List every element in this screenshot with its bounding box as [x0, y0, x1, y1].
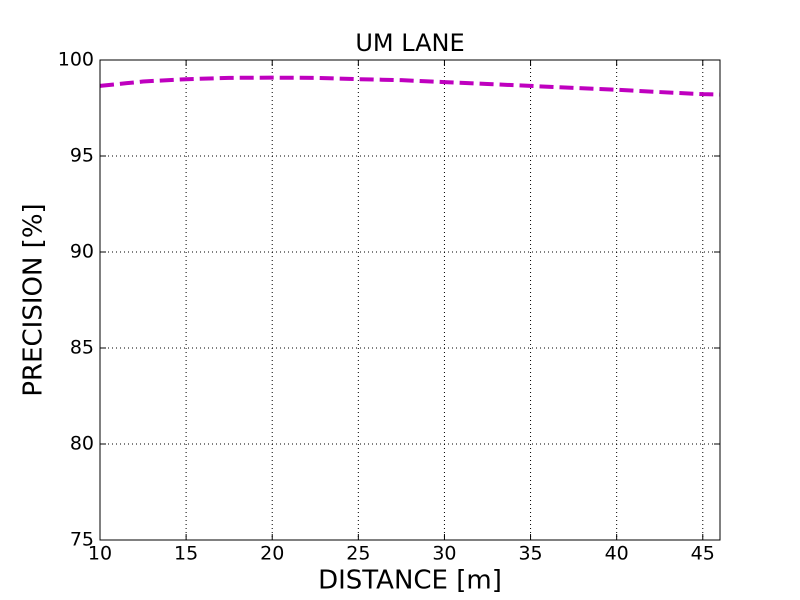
chart-title: UM LANE: [355, 29, 464, 57]
y-tick-label: 80: [70, 433, 94, 455]
y-tick-label: 85: [70, 337, 94, 359]
x-axis-label: DISTANCE [m]: [318, 566, 502, 596]
x-tick-label: 40: [605, 543, 629, 565]
x-tick-label: 25: [346, 543, 370, 565]
x-tick-label: 30: [432, 543, 456, 565]
x-tick-label: 10: [88, 543, 112, 565]
x-tick-label: 45: [691, 543, 715, 565]
y-axis-label: PRECISION [%]: [19, 203, 49, 396]
y-tick-label: 95: [70, 145, 94, 167]
y-tick-label: 90: [70, 241, 94, 263]
y-tick-label: 75: [70, 529, 94, 551]
x-tick-label: 15: [174, 543, 198, 565]
y-tick-label: 100: [58, 49, 94, 71]
x-tick-label: 35: [518, 543, 542, 565]
plot-frame: [99, 59, 721, 541]
data-line: [99, 75, 721, 97]
x-tick-label: 20: [260, 543, 284, 565]
